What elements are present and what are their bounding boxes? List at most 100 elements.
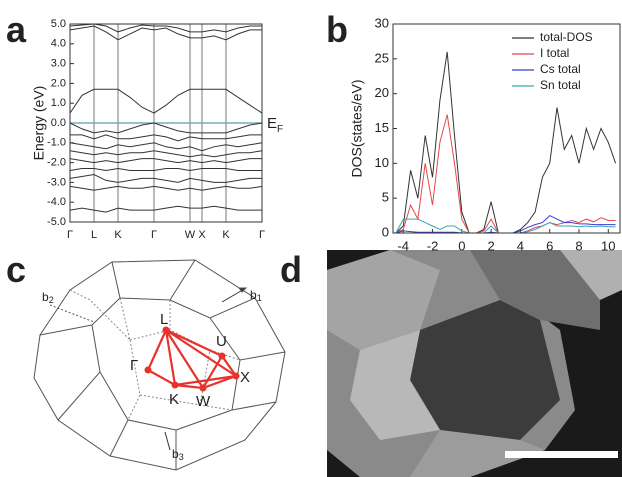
y-tick-label: 1.0	[51, 97, 66, 109]
series-line	[69, 158, 262, 164]
k-point	[162, 326, 170, 334]
plot-frame	[392, 23, 621, 234]
series-line	[395, 114, 616, 234]
k-point	[144, 366, 152, 374]
k-point	[199, 384, 207, 392]
y-tick-label: 2.0	[51, 77, 66, 89]
crystal-facet	[470, 250, 600, 330]
x-tick-label: W	[185, 229, 196, 241]
panel-label: d	[280, 249, 302, 290]
x-tick-label: 4	[517, 238, 524, 253]
series-line	[69, 150, 263, 158]
reference-label: EF	[267, 115, 283, 135]
k-label: U	[216, 333, 227, 350]
scale-bar	[505, 451, 618, 458]
y-tick-label: 30	[375, 15, 389, 30]
legend-label: I total	[540, 46, 569, 60]
zone-edges	[39, 259, 286, 470]
panel-label: a	[6, 9, 27, 50]
k-label: K	[169, 391, 179, 408]
y-tick-label: 25	[375, 50, 389, 65]
k-label: W	[196, 393, 211, 410]
y-tick-label: 0	[382, 224, 389, 239]
k-label: Γ	[130, 357, 138, 374]
arrow-head	[238, 287, 248, 293]
y-tick-label: 0.0	[51, 117, 66, 129]
x-tick-label: 2	[488, 238, 495, 253]
y-tick-label: -5.0	[47, 216, 66, 228]
k-point-labels: L U Γ X K W	[130, 311, 250, 410]
x-tick-label: -4	[397, 238, 409, 253]
series-line	[69, 185, 263, 191]
y-axis-label: DOS(states/eV)	[349, 79, 365, 177]
vector-line	[49, 304, 95, 323]
crystal-facet	[560, 250, 622, 300]
legend-label: Cs total	[540, 62, 581, 76]
k-label: X	[240, 369, 250, 386]
series-line	[69, 142, 263, 152]
series-line	[69, 23, 262, 33]
reference-text: E	[267, 115, 277, 132]
y-tick-label: -1.0	[47, 137, 66, 149]
panel-label: c	[6, 249, 26, 290]
vector-label: b2	[42, 290, 54, 305]
x-tick-label: X	[198, 229, 206, 241]
vector-line	[164, 431, 171, 451]
y-tick-label: 20	[375, 85, 389, 100]
zone-outline	[33, 259, 286, 471]
x-tick-label: -2	[427, 238, 439, 253]
y-tick-label: 15	[375, 120, 389, 135]
x-tick-label: 6	[546, 238, 553, 253]
vector-subscript: 2	[49, 295, 54, 305]
k-point	[218, 352, 226, 360]
series-line	[69, 205, 262, 213]
y-tick-label: 5.0	[51, 18, 66, 30]
crystal-facet	[410, 300, 560, 440]
y-axis-label: Energy (eV)	[31, 86, 47, 161]
x-tick-label: Γ	[259, 229, 265, 241]
x-tick-label: K	[114, 229, 122, 241]
series-line	[69, 167, 262, 172]
crystal-facet	[327, 250, 440, 350]
plot-frame	[69, 23, 263, 223]
panel-label: b	[326, 9, 348, 50]
y-tick-label: -3.0	[47, 176, 66, 188]
y-tick-label: -2.0	[47, 157, 66, 169]
vector-subscript: 3	[179, 452, 184, 462]
legend-label: Sn total	[540, 78, 581, 92]
y-tick-label: -4.0	[47, 196, 66, 208]
vector-label: b3	[172, 447, 184, 462]
series-line	[69, 88, 263, 114]
y-tick-label: 3.0	[51, 58, 66, 70]
x-tick-label: 10	[601, 238, 615, 253]
vector-letter: b	[250, 288, 257, 302]
y-tick-label: 5	[382, 190, 389, 205]
crystal-facet	[410, 430, 545, 477]
vector-labels: b1 b2 b3	[42, 288, 262, 462]
y-tick-label: 4.0	[51, 38, 66, 50]
series-line	[69, 122, 263, 134]
vector-letter: b	[172, 447, 179, 461]
series-line	[69, 173, 262, 183]
series-line	[395, 51, 617, 234]
x-tick-label: Γ	[151, 229, 157, 241]
crystal-facet	[350, 330, 440, 440]
sem-image	[327, 250, 622, 477]
vector-letter: b	[42, 290, 49, 304]
brillouin-zone	[33, 259, 286, 471]
x-tick-label: 8	[575, 238, 582, 253]
y-tick-label: 10	[375, 155, 389, 170]
x-tick-label: L	[91, 229, 97, 241]
k-point	[171, 381, 179, 389]
series-line	[70, 134, 262, 142]
reference-subscript: F	[277, 124, 283, 135]
x-tick-label: K	[222, 229, 230, 241]
series-line	[69, 25, 262, 41]
x-tick-label: 0	[458, 238, 465, 253]
vector-label: b1	[250, 288, 262, 303]
k-label: L	[160, 311, 168, 328]
vector-subscript: 1	[257, 293, 262, 303]
x-tick-label: Γ	[67, 229, 73, 241]
k-point	[232, 372, 240, 380]
